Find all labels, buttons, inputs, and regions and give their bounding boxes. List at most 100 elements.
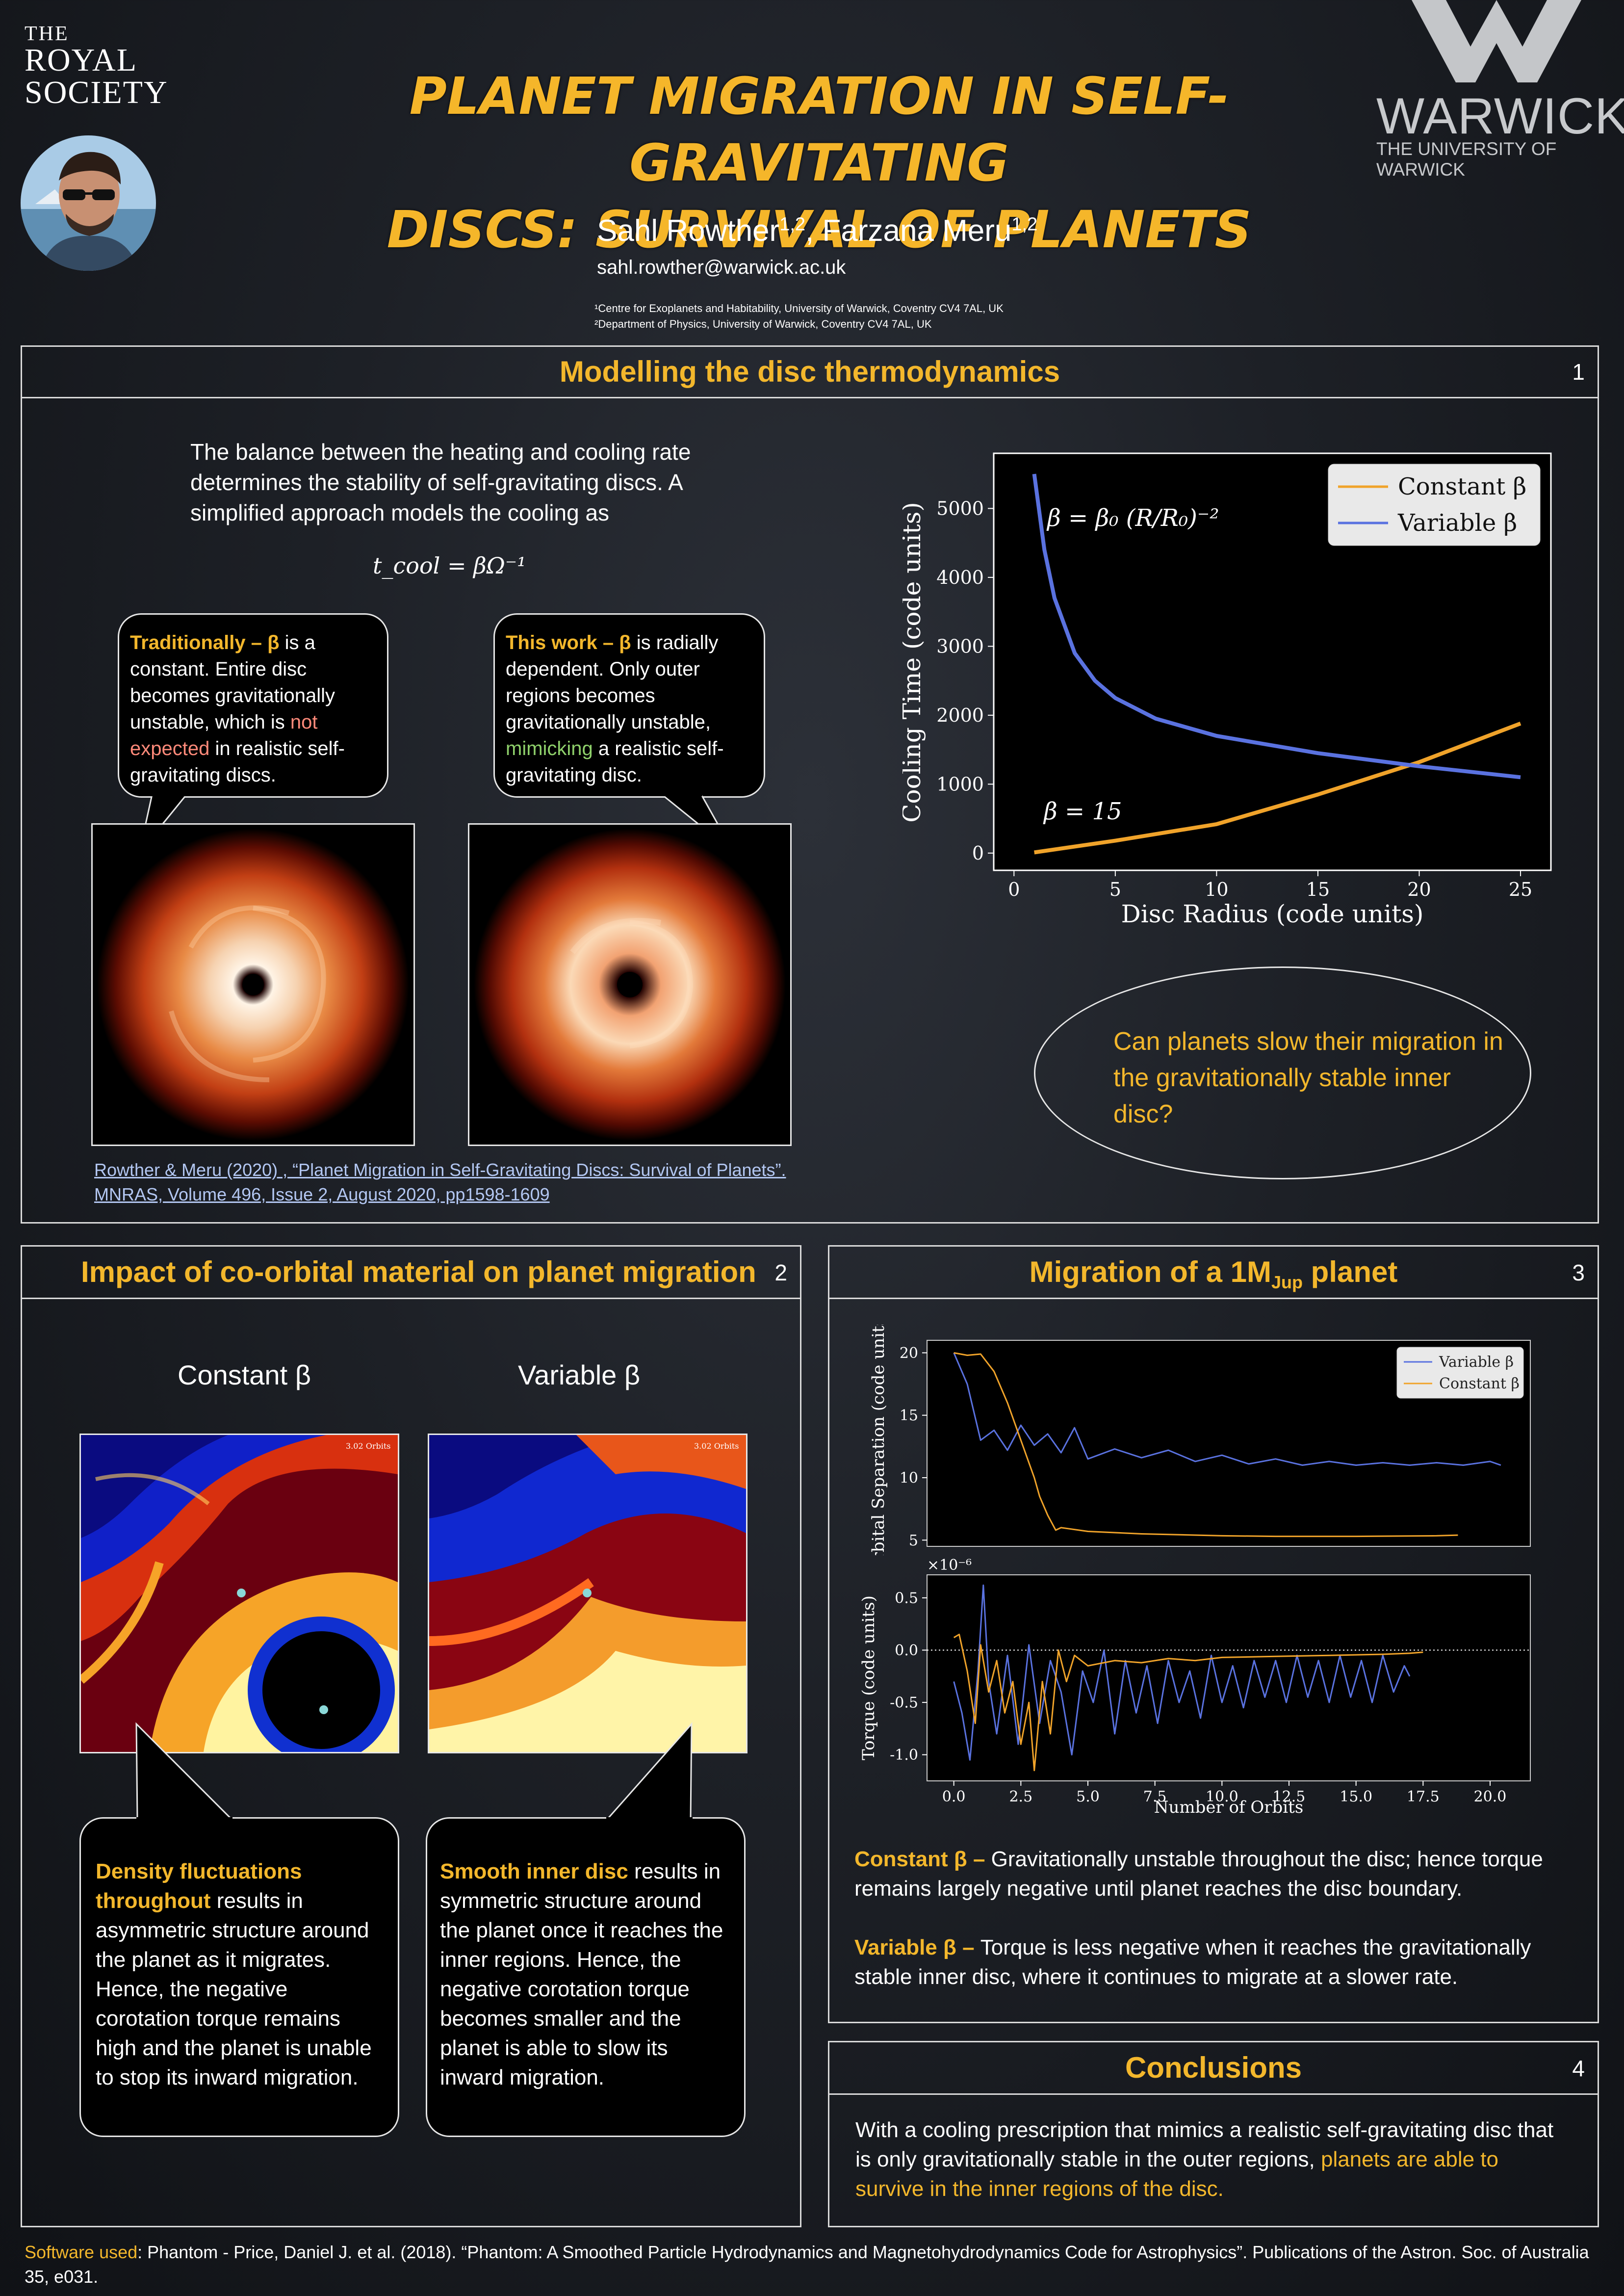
traditional-lead: Traditionally – β — [130, 632, 280, 653]
disc-image-constant — [91, 823, 415, 1146]
x-tick-label: 0.0 — [942, 1788, 966, 1805]
sim-image-constant: 3.02 Orbits — [79, 1434, 399, 1753]
y-tick-label: 1000 — [936, 774, 984, 795]
author-2-affil: 1,2 — [1011, 214, 1038, 235]
y-tick-label: 10 — [900, 1470, 918, 1487]
x-tick-label: 0 — [1008, 879, 1020, 900]
panel-thermodynamics: Modelling the disc thermodynamics 1 — [21, 345, 1599, 1224]
panel-migration: Migration of a 1MJup planet 3 — [828, 1245, 1599, 2023]
variable-summary-lead: Variable β – — [854, 1935, 975, 1959]
author-list: Sahl Rowther1,2, Farzana Meru1,2 — [597, 213, 1037, 248]
panel-conclusions: Conclusions 4 — [828, 2041, 1599, 2227]
series-line-variable- — [953, 1584, 1411, 1761]
panel-3-title-sub: Jup — [1271, 1272, 1303, 1292]
x-tick-label: 10.0 — [1206, 1788, 1238, 1805]
traditional-text-1: is a constant. Entire disc becomes gravi… — [130, 632, 335, 733]
warwick-subtitle: THE UNIVERSITY OF WARWICK — [1376, 139, 1557, 180]
panel-1-title: Modelling the disc thermodynamics — [559, 355, 1060, 388]
warwick-w-icon — [1412, 0, 1581, 82]
panel-2-header: Impact of co-orbital material on planet … — [22, 1247, 800, 1299]
bubble-smooth-tail — [606, 1722, 693, 1820]
warwick-wordmark: WARWICK — [1376, 88, 1624, 145]
x-tick-label: 15.0 — [1340, 1788, 1372, 1805]
y-tick-label: 2000 — [936, 704, 984, 726]
chart1-annotation-variable: β = β₀ (R/R₀)⁻² — [1046, 504, 1219, 532]
author-photo — [21, 135, 156, 271]
bubble-smooth-inner: Smooth inner disc results in symmetric s… — [426, 1817, 746, 2137]
x-tick-label: 20.0 — [1474, 1788, 1507, 1805]
chart1-xlabel: Disc Radius (code units) — [1121, 900, 1424, 928]
y-tick-label: 4000 — [936, 567, 984, 588]
x-tick-label: 15 — [1306, 879, 1330, 900]
x-tick-label: 10 — [1205, 879, 1228, 900]
bubble-traditional: Traditionally – β is a constant. Entire … — [118, 613, 388, 798]
contact-email[interactable]: sahl.rowther@warwick.ac.uk — [597, 257, 846, 278]
smooth-lead: Smooth inner disc — [440, 1859, 628, 1883]
this-work-text-1: is radially dependent. Only outer region… — [506, 632, 719, 733]
citation-link[interactable]: Rowther & Meru (2020) , “Planet Migratio… — [94, 1158, 786, 1207]
sim-image-variable: 3.02 Orbits — [428, 1434, 748, 1753]
planet-marker-constant — [237, 1589, 246, 1597]
density-text: results in asymmetric structure around t… — [96, 1889, 372, 2089]
chart3-scale: ×10⁻⁶ — [927, 1557, 972, 1574]
chart3-ylabel: Torque (code units) — [859, 1595, 878, 1760]
torque-chart: -1.0 -0.5 0.0 0.5 0.0 2.5 5.0 7.5 10.0 12.5 15.0 17… — [859, 1557, 1531, 1817]
chart1-legend-constant: Constant β — [1398, 473, 1526, 500]
chart2-legend: Variable β Constant β — [1396, 1347, 1524, 1399]
series-line-variable- — [953, 1352, 1501, 1466]
title-line-1: PLANET MIGRATION IN SELF-GRAVITATING — [409, 66, 1229, 193]
disc-image-variable — [468, 823, 792, 1146]
citation-line-2: MNRAS, Volume 496, Issue 2, August 2020,… — [94, 1184, 550, 1204]
chart1-ylabel: Cooling Time (code units) — [902, 502, 926, 823]
label-variable-beta: Variable β — [518, 1359, 641, 1390]
orbits-label-variable: 3.02 Orbits — [694, 1441, 739, 1451]
panel-coorbital: Impact of co-orbital material on planet … — [21, 1245, 801, 2227]
chart1-legend: Constant β Variable β — [1328, 464, 1541, 546]
chart2-series — [953, 1352, 1501, 1538]
x-tick-label: 20 — [1407, 879, 1431, 900]
software-lead: Software used — [25, 2242, 138, 2262]
panel-3-title-end: planet — [1303, 1255, 1398, 1288]
logo-royal: ROYAL — [25, 42, 138, 78]
x-tick-label: 2.5 — [1009, 1788, 1032, 1805]
logo-society: SOCIETY — [25, 75, 168, 110]
traditional-highlight: not expected — [130, 711, 318, 759]
chart2-ylabel: Orbital Separation (code units) — [869, 1325, 888, 1555]
y-tick-label: 0 — [972, 842, 984, 864]
title-line-2: DISCS: SURVIVAL OF PLANETS — [387, 200, 1252, 260]
this-work-text-2: a realistic self-gravitating disc. — [506, 738, 724, 786]
x-tick-label: 5 — [1109, 879, 1121, 900]
chart3-axes: -1.0 -0.5 0.0 0.5 0.0 2.5 5.0 7.5 10.0 12.5 15.0 17… — [890, 1590, 1530, 1805]
variable-summary-text: Torque is less negative when it reaches … — [854, 1935, 1531, 1989]
y-tick-label: -0.5 — [890, 1695, 918, 1712]
question-ellipse — [1034, 966, 1531, 1179]
constant-summary-lead: Constant β – — [854, 1847, 985, 1871]
panel-4-title: Conclusions — [1125, 2051, 1302, 2084]
x-tick-label: 7.5 — [1143, 1788, 1167, 1805]
y-tick-label: 5 — [909, 1532, 918, 1549]
series-line-variable- — [1032, 473, 1521, 780]
panel-3-number: 3 — [1572, 1260, 1585, 1285]
chart1-annotation-constant: β = 15 — [1043, 798, 1122, 825]
panel-3-title-main: Migration of a 1M — [1029, 1255, 1271, 1288]
density-lead: Density fluctuations throughout — [96, 1859, 302, 1913]
logo-the: THE — [25, 23, 69, 45]
royal-society-logo: THE ROYAL SOCIETY — [25, 24, 168, 109]
bubble-this-work: This work – β is radially dependent. Onl… — [493, 613, 765, 798]
panel-4-number: 4 — [1572, 2056, 1585, 2081]
chart1-legend-variable: Variable β — [1397, 509, 1517, 537]
conclusion-text: With a cooling prescription that mimics … — [855, 2115, 1572, 2204]
bubble-density-tail — [135, 1722, 232, 1820]
x-tick-label: 5.0 — [1076, 1788, 1100, 1805]
chart1-axes: 0 1000 2000 3000 4000 5000 0 5 10 15 20 25 — [936, 498, 1532, 900]
question-text: Can planets slow their migration in the … — [1113, 1027, 1503, 1128]
orbits-label-constant: 3.02 Orbits — [346, 1441, 390, 1451]
conclusion-highlight: planets are able to survive in the inner… — [855, 2147, 1499, 2201]
y-tick-label: -1.0 — [890, 1747, 918, 1764]
x-tick-label: 17.5 — [1407, 1788, 1440, 1805]
label-constant-beta: Constant β — [178, 1359, 311, 1390]
y-tick-label: 0.0 — [895, 1642, 918, 1659]
poster-title: PLANET MIGRATION IN SELF-GRAVITATING DIS… — [324, 63, 1315, 263]
y-tick-label: 0.5 — [895, 1590, 918, 1607]
panel-4-header: Conclusions 4 — [829, 2042, 1598, 2095]
